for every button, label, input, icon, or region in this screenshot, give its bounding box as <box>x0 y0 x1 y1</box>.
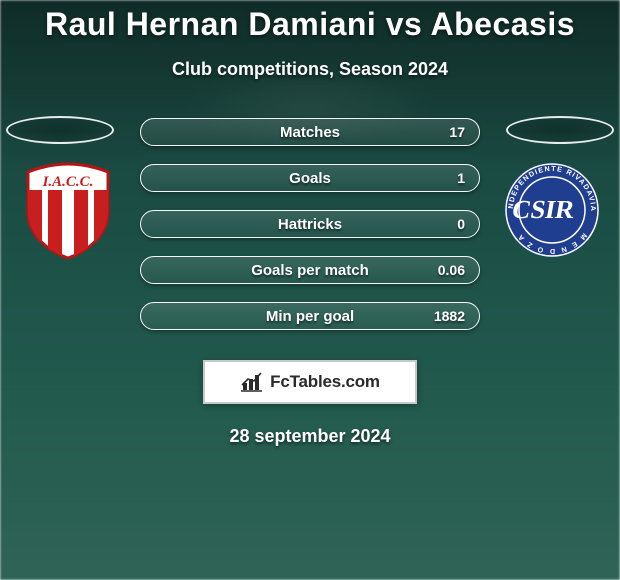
stat-value: 17 <box>449 124 465 140</box>
stat-value: 0 <box>457 216 465 232</box>
stat-list: Matches 17 Goals 1 Hattricks 0 Goals per… <box>140 118 480 330</box>
page-title: Raul Hernan Damiani vs Abecasis <box>0 0 620 43</box>
stat-value: 1882 <box>434 308 465 324</box>
date-text: 28 september 2024 <box>0 426 620 447</box>
stat-row-hattricks: Hattricks 0 <box>140 210 480 238</box>
svg-text:CSIR: CSIR <box>510 195 578 224</box>
left-value-pill <box>6 116 114 144</box>
stat-value: 0.06 <box>438 262 465 278</box>
bar-chart-icon <box>240 371 264 393</box>
stat-label: Matches <box>280 124 340 141</box>
comparison-card: Raul Hernan Damiani vs Abecasis Club com… <box>0 0 620 580</box>
right-club-badge: INDEPENDIENTE RIVADAVIA M E N D O Z A CS… <box>502 160 602 260</box>
stats-area: I.A.C.C. INDEPENDIENTE RIVADAVIA M E N D… <box>0 118 620 330</box>
stat-label: Hattricks <box>278 216 342 233</box>
stat-label: Goals <box>289 170 331 187</box>
right-value-pill <box>506 116 614 144</box>
stat-label: Min per goal <box>266 308 354 325</box>
left-club-badge: I.A.C.C. <box>18 160 118 260</box>
stat-row-goals-per-match: Goals per match 0.06 <box>140 256 480 284</box>
brand-link[interactable]: FcTables.com <box>203 360 417 404</box>
svg-text:I.A.C.C.: I.A.C.C. <box>42 174 94 190</box>
stat-row-goals: Goals 1 <box>140 164 480 192</box>
brand-text: FcTables.com <box>270 372 380 392</box>
stat-value: 1 <box>457 170 465 186</box>
stat-row-min-per-goal: Min per goal 1882 <box>140 302 480 330</box>
stat-row-matches: Matches 17 <box>140 118 480 146</box>
stat-label: Goals per match <box>251 262 369 279</box>
subtitle: Club competitions, Season 2024 <box>0 59 620 80</box>
